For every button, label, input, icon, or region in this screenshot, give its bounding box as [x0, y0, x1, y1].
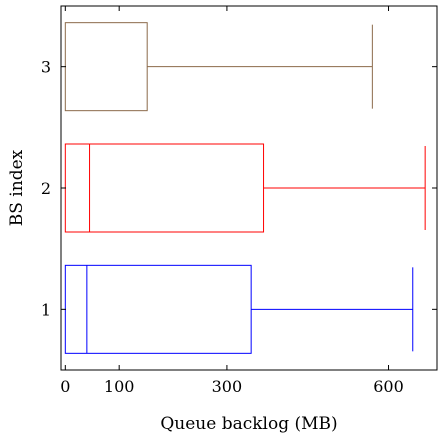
box-body-3	[64, 22, 148, 112]
x-ticks-group: 0 100 300 600	[60, 6, 404, 396]
x-tick-label-100: 100	[104, 377, 135, 396]
y-tick-label-1: 1	[41, 300, 51, 319]
y-tick-label-3: 3	[41, 58, 51, 77]
x-tick-label-0: 0	[60, 377, 70, 396]
boxes-group	[64, 22, 426, 354]
box-body-2	[64, 143, 265, 233]
x-tick-label-300: 300	[212, 377, 243, 396]
x-axis-label: Queue backlog (MB)	[160, 414, 337, 434]
box-bs-1	[64, 264, 414, 354]
y-ticks-group: 1 2 3	[41, 58, 437, 319]
box-bs-3	[64, 22, 373, 112]
y-axis-label: BS index	[7, 149, 27, 226]
box-body-1	[64, 264, 252, 354]
y-tick-label-2: 2	[41, 179, 51, 198]
x-tick-label-600: 600	[373, 377, 404, 396]
box-bs-2	[64, 143, 426, 233]
